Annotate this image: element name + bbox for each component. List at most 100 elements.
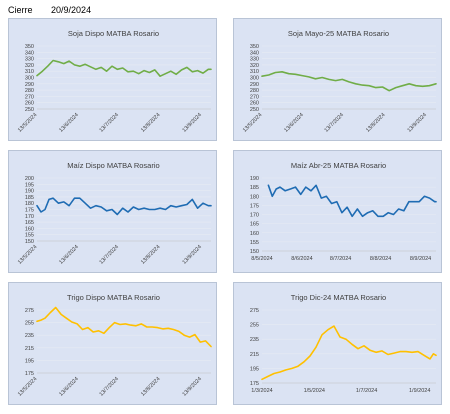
y-tick-label: 175	[25, 371, 34, 377]
y-tick-label: 185	[250, 185, 259, 191]
y-tick-label: 215	[250, 352, 259, 358]
x-tick-label: 13/6/2024	[58, 112, 80, 134]
y-tick-label: 195	[25, 182, 34, 188]
chart-svg: Maíz Abr-25 MATBA Rosario 150 155 160 165 17…	[250, 161, 437, 262]
x-tick-label: 13/7/2024	[99, 376, 121, 398]
y-tick-label: 310	[250, 69, 259, 75]
y-tick-label: 290	[25, 82, 34, 88]
y-tick-label: 185	[25, 195, 34, 201]
x-tick-label: 13/7/2024	[99, 244, 121, 266]
y-tick-label: 340	[250, 50, 259, 56]
y-tick-label: 160	[250, 231, 259, 237]
series-line	[36, 197, 212, 216]
y-tick-label: 170	[250, 213, 259, 219]
chart-svg: Trigo Dispo MATBA Rosario 175 195 215 235 25…	[17, 293, 212, 398]
y-tick-label: 280	[25, 88, 34, 94]
x-tick-label: 13/7/2024	[99, 112, 121, 134]
chart-panel-maiz-dispo: Maíz Dispo MATBA Rosario 150 155 160 165 170…	[8, 150, 217, 273]
x-tick-label: 13/8/2024	[140, 244, 162, 266]
x-tick-label: 13/6/2024	[58, 244, 80, 266]
y-tick-label: 190	[250, 176, 259, 182]
chart-svg: Maíz Dispo MATBA Rosario 150155160165170…	[17, 161, 212, 266]
y-tick-label: 270	[25, 94, 34, 100]
x-tick-label: 13/7/2024	[324, 112, 346, 134]
y-tick-label: 310	[25, 69, 34, 75]
y-tick-label: 350	[250, 44, 259, 50]
y-tick-label: 180	[250, 194, 259, 200]
series-line	[36, 306, 212, 348]
y-tick-label: 260	[250, 101, 259, 107]
y-tick-label: 150	[25, 239, 34, 245]
chart-title: Soja Dispo MATBA Rosario	[68, 29, 159, 38]
chart-title: Trigo Dic-24 MATBA Rosario	[291, 293, 386, 302]
y-tick-label: 160	[25, 226, 34, 232]
x-tick-label: 13/5/2024	[17, 376, 39, 398]
y-tick-label: 250	[250, 107, 259, 113]
y-tick-label: 350	[25, 44, 34, 50]
y-tick-label: 175	[250, 203, 259, 209]
y-tick-label: 155	[25, 233, 34, 239]
x-tick-label: 13/5/2024	[242, 112, 264, 134]
y-tick-label: 170	[25, 214, 34, 220]
y-tick-label: 150	[250, 249, 259, 255]
x-tick-label: 13/9/2024	[182, 244, 204, 266]
y-tick-label: 175	[25, 208, 34, 214]
x-tick-label: 8/5/2024	[251, 256, 272, 262]
y-tick-label: 320	[25, 63, 34, 69]
plot-area: 175 195 215 235 255 275 13/5/2024 13/6/2024 13/7…	[17, 306, 212, 398]
y-tick-label: 255	[25, 321, 34, 327]
y-tick-label: 275	[25, 308, 34, 314]
x-tick-label: 8/6/2024	[291, 256, 312, 262]
x-tick-label: 13/8/2024	[140, 376, 162, 398]
chart-panel-soja-dispo: Soja Dispo MATBA Rosario 250 260 270 280 290…	[8, 18, 217, 141]
chart-title: Trigo Dispo MATBA Rosario	[67, 293, 160, 302]
y-tick-label: 235	[250, 337, 259, 343]
y-tick-label: 320	[250, 63, 259, 69]
y-tick-label: 260	[25, 101, 34, 107]
y-tick-label: 330	[250, 57, 259, 63]
y-tick-label: 195	[250, 366, 259, 372]
x-tick-label: 13/9/2024	[182, 376, 204, 398]
y-tick-label: 300	[25, 76, 34, 82]
series-line	[267, 184, 437, 218]
series-line	[36, 59, 212, 78]
x-tick-label: 13/5/2024	[17, 244, 39, 266]
y-tick-label: 255	[250, 323, 259, 329]
y-tick-label: 340	[25, 50, 34, 56]
y-tick-label: 180	[25, 201, 34, 207]
x-tick-label: 13/5/2024	[17, 112, 39, 134]
chart-svg: Trigo Dic-24 MATBA Rosario 175 195 215 235 2…	[250, 293, 437, 394]
series-line	[261, 325, 437, 381]
plot-area: 175 195 215 235 255 275 1/3/2024 1/5/2024 1/7/20…	[250, 308, 437, 394]
chart-panel-trigo-dic24: Trigo Dic-24 MATBA Rosario 175 195 215 235 2…	[233, 282, 442, 405]
chart-svg: Soja Mayo-25 MATBA Rosario 2502602702802…	[242, 29, 437, 134]
y-tick-label: 155	[250, 240, 259, 246]
x-tick-label: 8/9/2024	[410, 256, 431, 262]
y-tick-label: 175	[250, 381, 259, 387]
x-tick-label: 1/9/2024	[409, 388, 430, 394]
header-date: 20/9/2024	[51, 5, 92, 15]
x-tick-label: 8/8/2024	[370, 256, 391, 262]
y-tick-label: 280	[250, 88, 259, 94]
chart-panel-trigo-dispo: Trigo Dispo MATBA Rosario 175 195 215 235 25…	[8, 282, 217, 405]
x-tick-label: 1/7/2024	[356, 388, 377, 394]
x-tick-label: 8/7/2024	[330, 256, 351, 262]
plot-area: 150 155 160 165 170 175 180 185 190 8/5/2024 8/6/2…	[250, 176, 437, 262]
chart-panel-soja-mayo25: Soja Mayo-25 MATBA Rosario 250 260 270 280 2…	[233, 18, 442, 141]
x-tick-label: 13/8/2024	[365, 112, 387, 134]
x-tick-label: 13/6/2024	[283, 112, 305, 134]
y-tick-label: 300	[250, 76, 259, 82]
x-tick-label: 13/6/2024	[58, 376, 80, 398]
y-tick-label: 190	[25, 189, 34, 195]
chart-panel-maiz-abr25: Maíz Abr-25 MATBA Rosario 150 155 160 165 17…	[233, 150, 442, 273]
x-tick-label: 13/8/2024	[140, 112, 162, 134]
y-tick-label: 165	[25, 220, 34, 226]
y-tick-label: 330	[25, 57, 34, 63]
chart-title: Maíz Abr-25 MATBA Rosario	[291, 161, 386, 170]
x-tick-label: 13/9/2024	[182, 112, 204, 134]
header-label: Cierre	[8, 5, 33, 15]
x-tick-label: 1/3/2024	[251, 388, 272, 394]
